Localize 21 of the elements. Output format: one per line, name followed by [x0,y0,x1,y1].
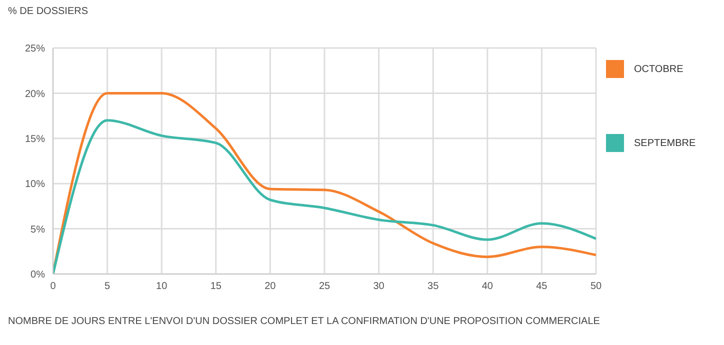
legend-label: SEPTEMBRE [634,138,696,148]
y-tick-label: 10% [24,179,46,190]
y-tick-label: 20% [24,88,46,100]
x-tick-label: 5 [104,281,111,292]
x-tick-label: 0 [50,281,56,292]
y-tick-label: 15% [24,134,46,145]
x-tick-label: 40 [482,281,494,292]
x-tick-label: 45 [536,281,548,292]
y-axis-title: % DE DOSSIERS [8,6,90,19]
x-tick-label: 25 [318,281,330,292]
y-tick-label: 25% [24,44,46,55]
x-tick-label: 10 [156,281,168,292]
x-tick-label: 35 [428,281,440,292]
x-axis-title: NOMBRE DE JOURS ENTRE L'ENVOI D'UN DOSSIER COMPLET ET LA CONFIRMATION D'UNE PROPOSITION COMMERCIALE [8,316,601,327]
x-tick-label: 30 [373,281,385,292]
y-tick-label: 5% [30,224,46,236]
x-tick-label: 50 [590,281,602,292]
legend-label: OCTOBRE [634,64,684,74]
y-tick-label: 0% [30,270,46,281]
x-tick-label: 15 [210,281,222,292]
x-tick-label: 20 [264,281,276,292]
